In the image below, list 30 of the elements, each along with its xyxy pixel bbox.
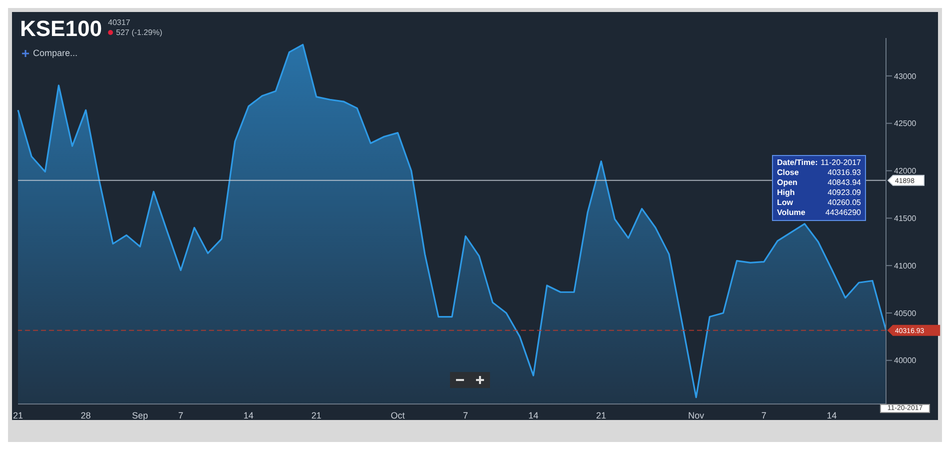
annotation: Compare... bbox=[33, 48, 78, 58]
chart-title: KSE100 bbox=[20, 16, 102, 42]
x-tick-label: Oct bbox=[390, 410, 406, 420]
x-tick-label: 7 bbox=[761, 410, 766, 420]
x-tick-label: Sep bbox=[132, 410, 148, 420]
x-tick-label: 21 bbox=[12, 410, 24, 420]
x-tick-label: 21 bbox=[311, 410, 322, 420]
x-tick-label: 14 bbox=[826, 410, 837, 420]
text: Open 40843.94 bbox=[777, 178, 861, 187]
x-tick-label: 7 bbox=[463, 410, 468, 420]
y-tick-label: 40000 bbox=[894, 356, 917, 366]
y-tick-label: 42500 bbox=[894, 119, 917, 128]
text: 40317 bbox=[108, 18, 130, 27]
text: 527 (-1.29%) bbox=[116, 28, 162, 37]
x-tick-label: 28 bbox=[80, 410, 91, 420]
y-tick-label: 40500 bbox=[894, 308, 917, 318]
x-tick-label: 14 bbox=[244, 410, 254, 420]
x-tick-label: 21 bbox=[596, 410, 606, 420]
text: Low 40260.05 bbox=[777, 198, 861, 207]
text: Close 40316.93 bbox=[777, 168, 861, 177]
text: Volume 44346290 bbox=[777, 208, 861, 217]
text: High 40923.09 bbox=[777, 188, 861, 197]
y-tick-label: 41500 bbox=[894, 214, 917, 223]
y-tick-label: 43000 bbox=[894, 72, 917, 81]
x-tick-label: Nov bbox=[688, 410, 705, 420]
annotation: Date/Time: 11-20-2017 bbox=[777, 158, 861, 168]
y-tick-label: 41000 bbox=[894, 261, 917, 270]
y-tick-label: 42000 bbox=[894, 166, 917, 176]
x-tick-label: 14 bbox=[528, 410, 538, 420]
x-tick-label: 7 bbox=[178, 410, 184, 420]
